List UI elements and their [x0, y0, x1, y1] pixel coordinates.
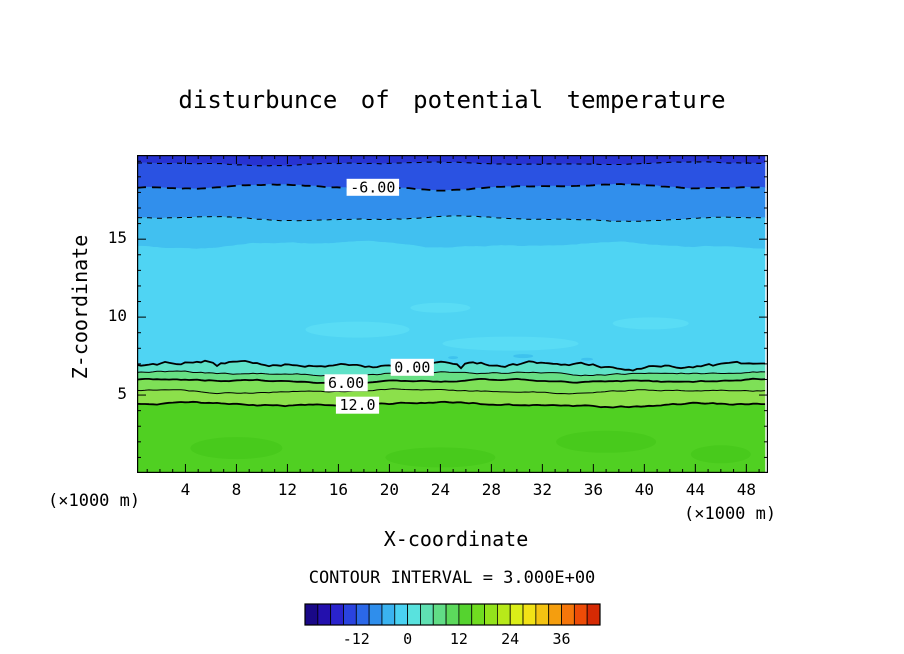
x-tick-label: 40: [634, 480, 654, 499]
colorbar-segment: [561, 603, 575, 626]
contour-label-mask: [346, 178, 400, 196]
contour-label-mask: [390, 358, 434, 376]
colorbar-tick-label: 24: [501, 630, 519, 648]
plot-border: [137, 155, 768, 473]
contour-label: 12.0: [339, 396, 375, 414]
colorbar-segment: [458, 603, 473, 626]
contour-label: 0.00: [394, 358, 430, 376]
contour-line-3: [137, 370, 766, 377]
colorbar-segment: [573, 603, 588, 626]
contour-line-0: [137, 359, 765, 372]
fill-band: [137, 215, 766, 250]
texture-patch: [305, 321, 410, 338]
colorbar-segment: [509, 603, 524, 626]
contour-line-6: [137, 377, 766, 385]
x-tick-label: 28: [481, 480, 502, 499]
colorbar: -12 0 12 24 36: [304, 603, 601, 648]
x-tick-label: 4: [180, 480, 191, 499]
colorbar-segment: [394, 603, 409, 626]
colorbar-segment: [407, 603, 421, 626]
colorbar-segment: [381, 603, 396, 626]
contour-label-mask: [324, 374, 368, 392]
colorbar-segment: [484, 603, 498, 626]
colorbar-segment: [317, 603, 332, 626]
colorbar-border: [304, 603, 601, 626]
contour-line--9: [137, 161, 766, 167]
colorbar-tick-label: 36: [552, 630, 570, 648]
x-tick-label: 16: [328, 480, 349, 499]
colorbar-segment: [522, 603, 537, 626]
texture-patch: [513, 354, 534, 359]
y-tick-label: 15: [107, 228, 127, 248]
contour-label-mask: [335, 396, 380, 414]
colorbar-segment: [304, 603, 319, 626]
colorbar-tick-label: 12: [450, 630, 468, 648]
x-tick-label: 36: [583, 480, 603, 499]
colorbar-segment: [420, 603, 434, 626]
texture-patch: [556, 430, 657, 453]
colorbar-segment: [471, 603, 485, 626]
contour-line-12: [137, 400, 765, 409]
y-tick-label: 10: [107, 306, 127, 326]
contour-label: 6.00: [328, 374, 364, 392]
texture-patch: [448, 356, 459, 360]
texture-patch: [690, 445, 751, 464]
colorbar-segment: [343, 603, 357, 626]
colorbar-segment: [355, 603, 370, 626]
x-tick-label: 24: [430, 480, 451, 499]
colorbar-segment: [432, 603, 447, 626]
contour-plot: -6.00 0.00 6.00 12.0: [137, 155, 768, 473]
colorbar-segment: [496, 603, 511, 626]
colorbar-segment: [445, 603, 460, 626]
x-axis-unit-label: (×1000 m): [684, 504, 777, 524]
x-tick-label: 12: [277, 480, 298, 499]
contour-label: -6.00: [350, 178, 395, 196]
y-axis-unit-label: (×1000 m): [48, 491, 141, 511]
x-tick-label: 44: [685, 480, 705, 499]
colorbar-segment: [330, 603, 344, 626]
chart-title: disturbunce of potential temperature: [178, 86, 726, 114]
x-tick-label: 8: [231, 480, 242, 499]
texture-patch: [410, 302, 471, 313]
x-tick-label: 32: [532, 480, 552, 499]
x-axis-label: X-coordinate: [383, 527, 529, 551]
x-tick-label: 20: [379, 480, 400, 499]
contour-line--3: [137, 215, 766, 222]
x-tick-label: 48: [736, 480, 756, 499]
colorbar-segment: [535, 603, 550, 626]
texture-patch: [581, 357, 593, 361]
contour-interval-caption: CONTOUR INTERVAL = 3.000E+00: [308, 568, 596, 588]
texture-patch: [385, 447, 496, 468]
colorbar-segment: [548, 603, 562, 626]
colorbar-tick-label: 0: [403, 630, 412, 648]
contour-line-9: [137, 388, 766, 395]
colorbar-segment: [586, 603, 601, 626]
colorbar-segment: [368, 603, 383, 626]
colorbar-tick-label: -12: [343, 630, 370, 648]
texture-patch: [442, 336, 579, 351]
texture-patch: [190, 437, 283, 460]
y-tick-label: 5: [117, 384, 127, 404]
texture-patch: [612, 317, 689, 330]
